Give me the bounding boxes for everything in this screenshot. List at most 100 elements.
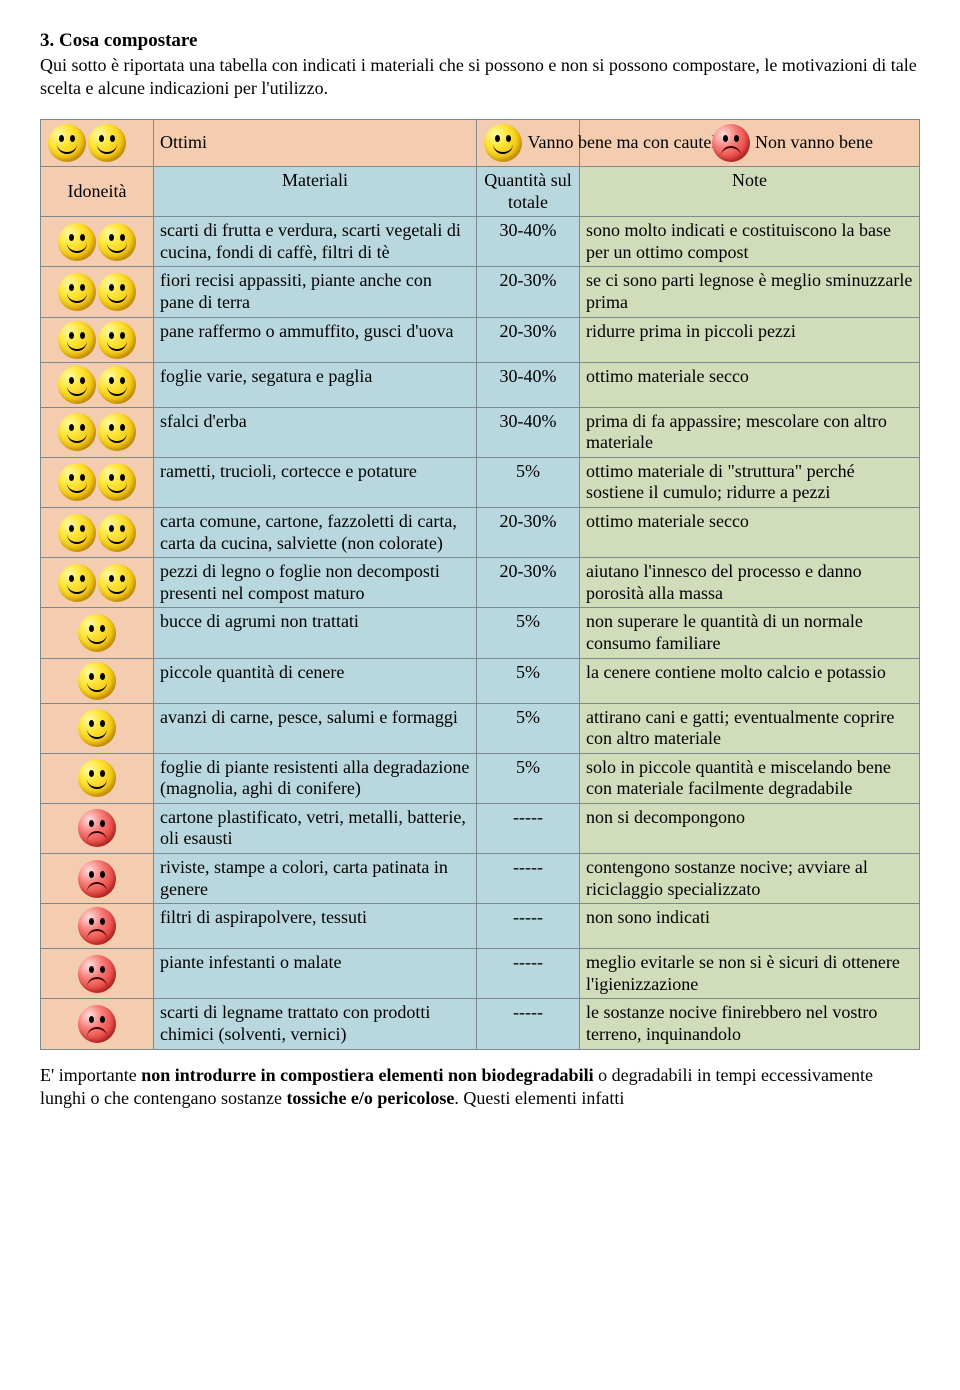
table-row: bucce di agrumi non trattati5%non supera… — [41, 608, 920, 658]
quantity-cell: 30-40% — [477, 217, 580, 267]
material-cell: fiori recisi appassiti, piante anche con… — [154, 267, 477, 317]
legend-nonvanno-label: Non vanno bene — [755, 132, 873, 152]
compost-table: Ottimi Vanno bene ma con cautela Non van… — [40, 119, 920, 1050]
rating-cell — [41, 999, 154, 1049]
smiley-icon — [58, 463, 96, 501]
table-row: carta comune, cartone, fazzoletti di car… — [41, 507, 920, 557]
note-cell: la cenere contiene molto calcio e potass… — [580, 658, 920, 703]
rating-cell — [41, 658, 154, 703]
table-row: fiori recisi appassiti, piante anche con… — [41, 267, 920, 317]
smiley-icon — [98, 273, 136, 311]
note-cell: prima di fa appassire; mescolare con alt… — [580, 407, 920, 457]
smiley-icon — [78, 662, 116, 700]
smiley-icon — [98, 321, 136, 359]
quantity-cell: 5% — [477, 608, 580, 658]
sad-icon — [712, 124, 750, 162]
material-cell: piccole quantità di cenere — [154, 658, 477, 703]
table-row: sfalci d'erba30-40%prima di fa appassire… — [41, 407, 920, 457]
rating-cell — [41, 608, 154, 658]
quantity-cell: ----- — [477, 854, 580, 904]
note-cell: ottimo materiale secco — [580, 362, 920, 407]
smiley-icon — [58, 321, 96, 359]
sad-icon — [78, 860, 116, 898]
table-row: pane raffermo o ammuffito, gusci d'uova2… — [41, 317, 920, 362]
smiley-icon — [98, 413, 136, 451]
quantity-cell: 30-40% — [477, 362, 580, 407]
material-cell: sfalci d'erba — [154, 407, 477, 457]
quantity-cell: 5% — [477, 457, 580, 507]
quantity-cell: 20-30% — [477, 507, 580, 557]
rating-cell — [41, 507, 154, 557]
table-row: riviste, stampe a colori, carta patinata… — [41, 854, 920, 904]
quantity-cell: ----- — [477, 949, 580, 999]
note-cell: sono molto indicati e costituiscono la b… — [580, 217, 920, 267]
note-cell: non sono indicati — [580, 904, 920, 949]
quantity-cell: ----- — [477, 999, 580, 1049]
note-cell: solo in piccole quantità e miscelando be… — [580, 753, 920, 803]
footer-b1: non introdurre in compostiera elementi n… — [141, 1065, 593, 1085]
rating-cell — [41, 217, 154, 267]
sad-icon — [78, 1005, 116, 1043]
smiley-icon — [58, 223, 96, 261]
header-quantita: Quantità sul totale — [477, 167, 580, 217]
rating-cell — [41, 558, 154, 608]
rating-cell — [41, 457, 154, 507]
note-cell: attirano cani e gatti; eventualmente cop… — [580, 703, 920, 753]
smiley-icon — [78, 709, 116, 747]
note-cell: meglio evitarle se non si è sicuri di ot… — [580, 949, 920, 999]
table-row: foglie varie, segatura e paglia30-40%ott… — [41, 362, 920, 407]
rating-cell — [41, 703, 154, 753]
material-cell: avanzi di carne, pesce, salumi e formagg… — [154, 703, 477, 753]
smiley-icon — [78, 614, 116, 652]
table-row: scarti di legname trattato con prodotti … — [41, 999, 920, 1049]
legend-row: Ottimi Vanno bene ma con cautela Non van… — [41, 120, 920, 167]
material-cell: scarti di legname trattato con prodotti … — [154, 999, 477, 1049]
note-cell: ottimo materiale secco — [580, 507, 920, 557]
note-cell: se ci sono parti legnose è meglio sminuz… — [580, 267, 920, 317]
footer-p1: E' importante — [40, 1065, 141, 1085]
note-cell: aiutano l'innesco del processo e danno p… — [580, 558, 920, 608]
smiley-icon — [48, 124, 86, 162]
smiley-icon — [58, 366, 96, 404]
quantity-cell: 20-30% — [477, 267, 580, 317]
table-row: avanzi di carne, pesce, salumi e formagg… — [41, 703, 920, 753]
note-cell: ottimo materiale di "struttura" perché s… — [580, 457, 920, 507]
quantity-cell: 30-40% — [477, 407, 580, 457]
sad-icon — [78, 809, 116, 847]
rating-cell — [41, 267, 154, 317]
rating-cell — [41, 803, 154, 853]
note-cell: le sostanze nocive finirebbero nel vostr… — [580, 999, 920, 1049]
material-cell: scarti di frutta e verdura, scarti veget… — [154, 217, 477, 267]
quantity-cell: 5% — [477, 658, 580, 703]
material-cell: cartone plastificato, vetri, metalli, ba… — [154, 803, 477, 853]
legend-ottimi-label: Ottimi — [160, 132, 207, 152]
material-cell: pane raffermo o ammuffito, gusci d'uova — [154, 317, 477, 362]
smiley-icon — [58, 564, 96, 602]
footer-p3: . Questi elementi infatti — [454, 1088, 624, 1108]
rating-cell — [41, 407, 154, 457]
quantity-cell: 20-30% — [477, 558, 580, 608]
smiley-icon — [58, 413, 96, 451]
footer-b2: tossiche e/o pericolose — [286, 1088, 454, 1108]
rating-cell — [41, 904, 154, 949]
page-title: 3. Cosa compostare — [40, 30, 920, 52]
smiley-icon — [58, 273, 96, 311]
smiley-icon — [88, 124, 126, 162]
rating-cell — [41, 753, 154, 803]
table-row: piante infestanti o malate-----meglio ev… — [41, 949, 920, 999]
smiley-icon — [78, 759, 116, 797]
rating-cell — [41, 317, 154, 362]
quantity-cell: 5% — [477, 753, 580, 803]
material-cell: rametti, trucioli, cortecce e potature — [154, 457, 477, 507]
header-note: Note — [580, 167, 920, 217]
intro-text: Qui sotto è riportata una tabella con in… — [40, 54, 920, 99]
material-cell: foglie varie, segatura e paglia — [154, 362, 477, 407]
material-cell: pezzi di legno o foglie non decomposti p… — [154, 558, 477, 608]
sad-icon — [78, 907, 116, 945]
note-cell: ridurre prima in piccoli pezzi — [580, 317, 920, 362]
rating-cell — [41, 949, 154, 999]
quantity-cell: ----- — [477, 904, 580, 949]
rating-cell — [41, 854, 154, 904]
smiley-icon — [58, 514, 96, 552]
sad-icon — [78, 955, 116, 993]
